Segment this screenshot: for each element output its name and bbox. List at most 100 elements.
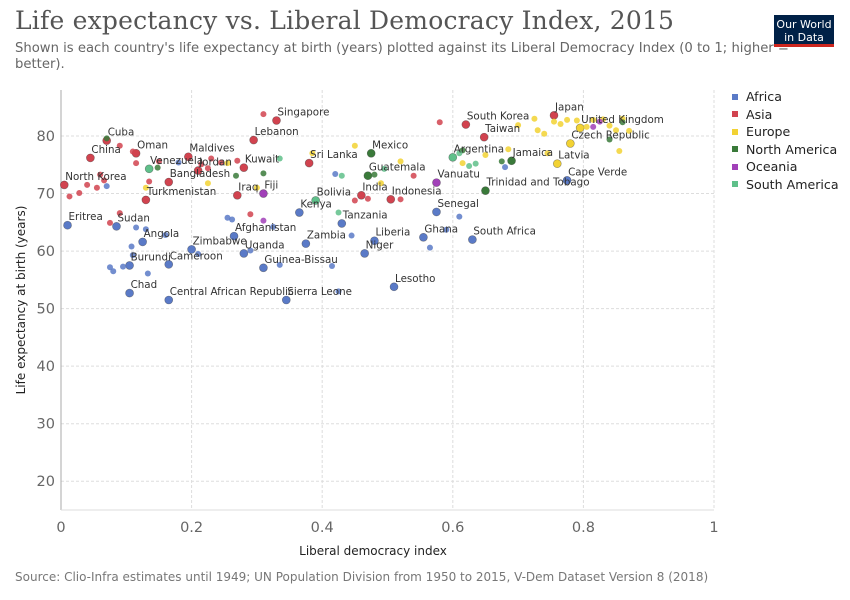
point-europe[interactable] xyxy=(397,158,404,165)
point-asia[interactable] xyxy=(247,211,254,218)
point-africa[interactable] xyxy=(229,216,236,223)
point-africa[interactable] xyxy=(419,232,428,242)
point-africa[interactable] xyxy=(144,270,151,277)
point-asia[interactable] xyxy=(233,190,242,200)
point-europe[interactable] xyxy=(531,115,538,122)
point-asia[interactable] xyxy=(129,148,136,155)
point-asia[interactable] xyxy=(436,119,443,126)
point-asia[interactable] xyxy=(193,166,203,175)
point-asia[interactable] xyxy=(155,158,162,165)
point-africa[interactable] xyxy=(276,261,283,268)
point-oceania[interactable] xyxy=(260,217,267,224)
point-africa[interactable] xyxy=(133,224,140,231)
point-europe[interactable] xyxy=(253,184,260,191)
point-africa[interactable] xyxy=(142,226,149,233)
point-europe[interactable] xyxy=(613,127,620,134)
point-africa[interactable] xyxy=(162,231,169,238)
point-africa[interactable] xyxy=(562,176,572,185)
point-africa[interactable] xyxy=(195,250,202,257)
point-asia[interactable] xyxy=(272,116,281,125)
point-south-america[interactable] xyxy=(448,153,458,162)
point-south-america[interactable] xyxy=(335,209,342,216)
point-asia[interactable] xyxy=(133,160,140,167)
point-north-america[interactable] xyxy=(154,164,161,171)
point-south-america[interactable] xyxy=(472,160,479,167)
point-europe[interactable] xyxy=(204,180,211,187)
point-north-america[interactable] xyxy=(371,171,378,178)
point-south-america[interactable] xyxy=(276,155,283,162)
legend-item-asia[interactable]: Asia xyxy=(732,106,839,124)
legend-item-oceania[interactable]: Oceania xyxy=(732,158,839,176)
point-europe[interactable] xyxy=(482,152,489,159)
point-africa[interactable] xyxy=(224,214,231,221)
point-asia[interactable] xyxy=(386,195,396,204)
point-europe[interactable] xyxy=(557,120,564,127)
point-africa[interactable] xyxy=(259,263,268,273)
point-north-america[interactable] xyxy=(366,148,376,158)
point-asia[interactable] xyxy=(59,180,69,190)
point-north-america[interactable] xyxy=(103,135,110,142)
point-asia[interactable] xyxy=(208,155,215,162)
point-south-america[interactable] xyxy=(466,162,473,169)
point-africa[interactable] xyxy=(335,288,342,295)
point-asia[interactable] xyxy=(239,163,249,172)
point-africa[interactable] xyxy=(247,247,254,254)
point-asia[interactable] xyxy=(304,158,314,168)
point-asia[interactable] xyxy=(106,219,113,226)
point-africa[interactable] xyxy=(456,213,463,220)
legend-item-north-america[interactable]: North America xyxy=(732,141,839,159)
point-africa[interactable] xyxy=(103,183,110,190)
point-asia[interactable] xyxy=(164,177,174,187)
point-asia[interactable] xyxy=(101,177,108,184)
point-asia[interactable] xyxy=(141,195,151,205)
point-europe[interactable] xyxy=(606,122,613,129)
point-europe[interactable] xyxy=(351,142,358,149)
point-africa[interactable] xyxy=(120,263,127,270)
point-europe[interactable] xyxy=(626,127,633,134)
point-europe[interactable] xyxy=(142,184,149,191)
point-africa[interactable] xyxy=(468,235,477,244)
point-asia[interactable] xyxy=(84,181,91,188)
point-asia[interactable] xyxy=(198,161,205,168)
point-asia[interactable] xyxy=(184,152,193,162)
point-africa[interactable] xyxy=(112,222,121,231)
point-oceania[interactable] xyxy=(432,178,441,187)
point-europe[interactable] xyxy=(544,150,551,157)
point-north-america[interactable] xyxy=(233,172,240,179)
point-asia[interactable] xyxy=(97,171,104,178)
owid-logo[interactable]: Our World in Data xyxy=(774,15,834,47)
point-africa[interactable] xyxy=(128,243,135,250)
point-south-america[interactable] xyxy=(456,150,463,157)
point-africa[interactable] xyxy=(138,237,147,247)
point-africa[interactable] xyxy=(164,260,174,269)
point-asia[interactable] xyxy=(66,193,73,200)
point-asia[interactable] xyxy=(76,189,83,196)
point-europe[interactable] xyxy=(515,122,522,129)
point-africa[interactable] xyxy=(432,207,441,217)
point-europe[interactable] xyxy=(505,146,512,153)
legend-item-europe[interactable]: Europe xyxy=(732,123,839,141)
point-oceania[interactable] xyxy=(596,118,603,125)
point-africa[interactable] xyxy=(332,171,339,177)
point-asia[interactable] xyxy=(146,178,153,185)
point-asia[interactable] xyxy=(364,195,371,202)
point-africa[interactable] xyxy=(360,249,369,258)
point-africa[interactable] xyxy=(110,268,117,275)
point-asia[interactable] xyxy=(461,120,471,129)
point-asia[interactable] xyxy=(204,165,211,172)
point-africa[interactable] xyxy=(125,288,134,298)
point-africa[interactable] xyxy=(328,263,335,270)
point-north-america[interactable] xyxy=(481,186,490,195)
point-europe[interactable] xyxy=(377,180,384,187)
point-asia[interactable] xyxy=(249,135,258,145)
point-africa[interactable] xyxy=(129,252,136,259)
point-africa[interactable] xyxy=(502,164,509,171)
point-europe[interactable] xyxy=(583,123,590,130)
point-africa[interactable] xyxy=(281,295,291,305)
point-north-america[interactable] xyxy=(619,119,626,126)
point-africa[interactable] xyxy=(229,231,239,241)
point-europe[interactable] xyxy=(551,118,558,125)
point-south-america[interactable] xyxy=(338,172,345,179)
point-asia[interactable] xyxy=(217,159,224,166)
point-africa[interactable] xyxy=(106,264,113,271)
